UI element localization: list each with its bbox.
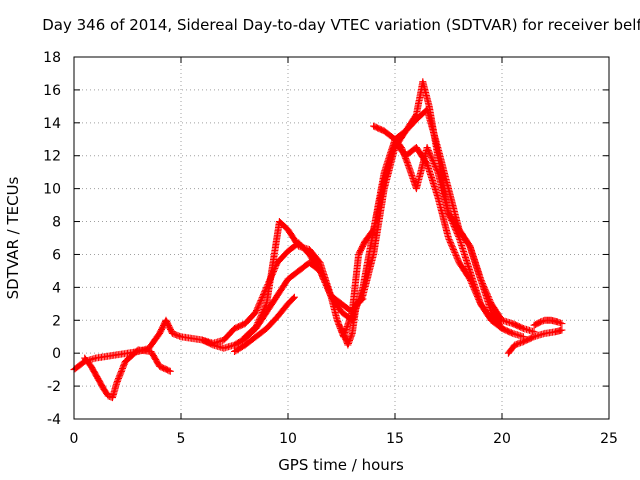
x-axis-title: GPS time / hours xyxy=(278,456,404,474)
y-tick-label: 0 xyxy=(52,346,61,362)
series-track-4 xyxy=(241,106,506,341)
series-track-9 xyxy=(338,295,367,349)
series-markers xyxy=(231,293,298,355)
y-tick-label: 12 xyxy=(43,149,61,165)
grid xyxy=(74,57,609,419)
y-tick-label: 4 xyxy=(52,280,61,296)
series-markers xyxy=(370,122,506,324)
x-tick-label: 10 xyxy=(279,431,297,447)
data-points xyxy=(70,78,566,402)
series-track-1 xyxy=(70,78,538,374)
y-tick-label: 18 xyxy=(43,50,61,66)
series-markers xyxy=(81,346,174,402)
series-track-7 xyxy=(530,316,566,329)
y-tick-label: 14 xyxy=(43,116,61,132)
y-tick-label: 10 xyxy=(43,182,61,198)
x-tick-labels: 0 5 10 15 20 25 xyxy=(70,431,618,447)
y-tick-label: 16 xyxy=(43,83,61,99)
y-tick-label: 6 xyxy=(52,247,61,263)
x-tick-label: 5 xyxy=(177,431,186,447)
y-axis-title: SDTVAR / TECUs xyxy=(4,176,22,299)
y-tick-label: 2 xyxy=(52,313,61,329)
series-track-6 xyxy=(504,326,566,357)
series-markers xyxy=(504,326,566,357)
y-tick-label: -2 xyxy=(47,379,61,395)
plot-frame xyxy=(73,56,610,420)
series-markers xyxy=(241,106,506,341)
series-markers xyxy=(70,78,538,374)
x-tick-label: 0 xyxy=(70,431,79,447)
series-track-8 xyxy=(231,293,298,355)
x-tick-label: 15 xyxy=(386,431,404,447)
y-tick-label: -4 xyxy=(47,412,61,428)
axis-ticks xyxy=(73,56,610,420)
series-markers xyxy=(338,295,367,349)
x-tick-label: 20 xyxy=(493,431,511,447)
chart-title: Day 346 of 2014, Sidereal Day-to-day VTE… xyxy=(42,16,640,34)
x-tick-label: 25 xyxy=(600,431,618,447)
y-tick-labels: -4 -2 0 2 4 6 8 10 12 14 16 18 xyxy=(43,50,61,428)
series-markers xyxy=(530,316,566,329)
y-tick-label: 8 xyxy=(52,215,61,231)
series-track-5 xyxy=(370,122,506,324)
series-track-2 xyxy=(81,346,174,402)
